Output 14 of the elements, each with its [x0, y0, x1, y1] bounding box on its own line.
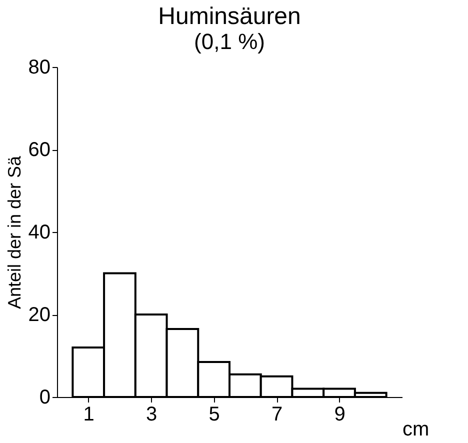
x-axis-title: cm — [402, 418, 430, 440]
x-tick-label: 7 — [271, 404, 283, 426]
chart-subtitle: (0,1 %) — [194, 29, 265, 54]
y-tick-label: 80 — [28, 56, 50, 78]
y-tick-label: 20 — [28, 304, 50, 326]
x-tick-label: 1 — [83, 404, 94, 426]
x-tick-label: 5 — [208, 404, 220, 426]
y-tick-label: 40 — [28, 222, 50, 244]
y-tick-label: 0 — [39, 386, 50, 408]
y-tick-label: 60 — [28, 139, 50, 161]
y-axis-title: Anteil der in der Sä — [4, 154, 24, 310]
chart-title: Huminsäuren — [158, 3, 301, 30]
x-tick-label: 3 — [146, 404, 158, 426]
x-tick-label: 9 — [334, 404, 346, 426]
